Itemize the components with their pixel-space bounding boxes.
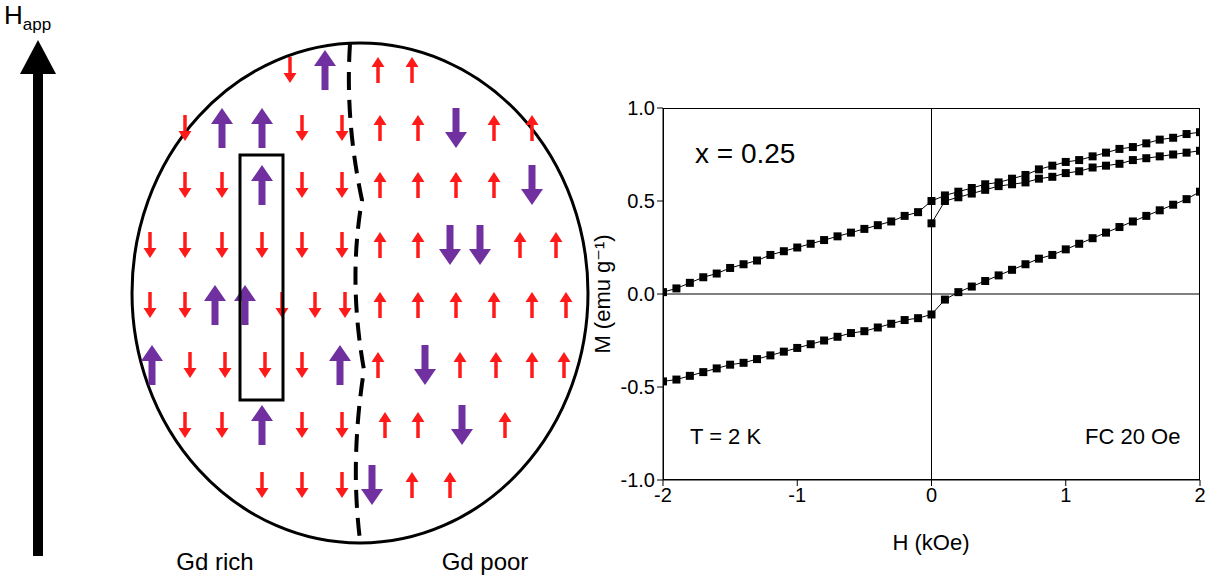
html-text:Gd rich: Gd rich: [176, 548, 254, 575]
svg-text:1: 1: [1060, 484, 1071, 506]
svg-text:2: 2: [1194, 484, 1205, 506]
svg-text:-2: -2: [654, 484, 672, 506]
html-text:H (kOe): H (kOe): [892, 530, 970, 555]
svg-text:-0.5: -0.5: [621, 376, 655, 398]
svg-text:1.0: 1.0: [627, 97, 655, 119]
html-text:T = 2 K: T = 2 K: [690, 424, 762, 449]
html-text:FC 20 Oe: FC 20 Oe: [1085, 424, 1181, 449]
svg-text:0: 0: [926, 484, 937, 506]
html-text:Gd poor: Gd poor: [441, 548, 529, 575]
svg-text:0.0: 0.0: [627, 283, 655, 305]
html-text:x = 0.25: x = 0.25: [695, 138, 796, 169]
html-text:M (emu g⁻¹): M (emu g⁻¹): [590, 234, 615, 354]
html-text:Happ: Happ: [4, 0, 52, 35]
svg-text:-1: -1: [788, 484, 806, 506]
svg-text:0.5: 0.5: [627, 190, 655, 212]
svg-text:-1.0: -1.0: [621, 469, 655, 491]
